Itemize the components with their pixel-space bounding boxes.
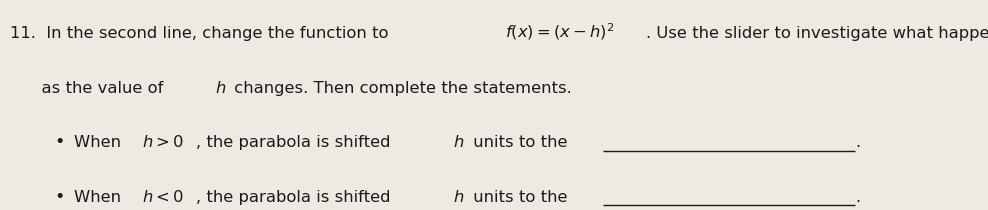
Text: $h$: $h$ (453, 134, 464, 150)
Text: $h > 0$: $h > 0$ (141, 134, 184, 150)
Text: When: When (74, 135, 126, 150)
Text: $h$: $h$ (214, 80, 226, 96)
Text: , the parabola is shifted: , the parabola is shifted (196, 190, 395, 205)
Text: .: . (855, 135, 860, 150)
Text: .: . (855, 190, 860, 205)
Text: $f(x) = (x - h)^{2}$: $f(x) = (x - h)^{2}$ (505, 22, 615, 42)
Text: as the value of: as the value of (10, 81, 169, 96)
Text: , the parabola is shifted: , the parabola is shifted (196, 135, 395, 150)
Text: units to the: units to the (467, 190, 573, 205)
Text: $h < 0$: $h < 0$ (141, 189, 184, 205)
Text: When: When (74, 190, 126, 205)
Text: •: • (54, 133, 65, 151)
Text: 11.  In the second line, change the function to: 11. In the second line, change the funct… (10, 26, 393, 41)
Text: . Use the slider to investigate what happens: . Use the slider to investigate what hap… (646, 26, 988, 41)
Text: changes. Then complete the statements.: changes. Then complete the statements. (229, 81, 572, 96)
Text: $h$: $h$ (453, 189, 464, 205)
Text: units to the: units to the (467, 135, 573, 150)
Text: •: • (54, 188, 65, 206)
